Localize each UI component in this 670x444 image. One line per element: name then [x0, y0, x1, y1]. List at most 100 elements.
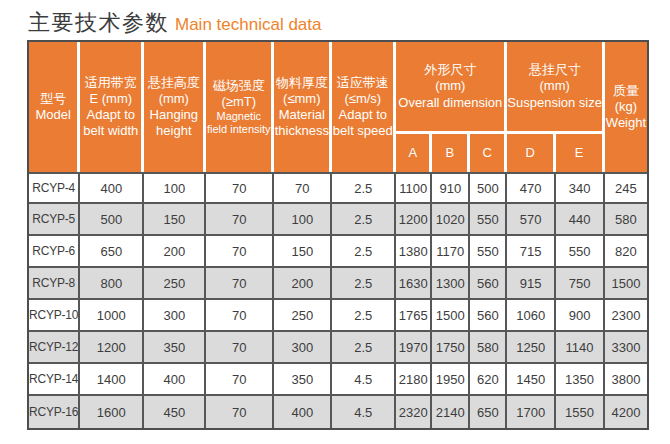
cell-D: 1060: [507, 300, 556, 332]
col-header-belt-width-unit: E (mm): [80, 91, 141, 107]
cell-magnetic: 70: [206, 204, 274, 236]
cell-speed: 2.5: [332, 300, 396, 332]
cell-B: 2140: [432, 396, 470, 428]
cell-D: 715: [507, 236, 556, 268]
page-title: 主要技术参数 Main technical data: [28, 8, 321, 38]
col-header-thickness: 物料厚度 (≤mm) Material thickness: [274, 42, 332, 172]
col-header-magnetic-zh: 磁场强度: [206, 78, 271, 94]
cell-D: 570: [507, 204, 556, 236]
cell-weight: 3800: [605, 364, 647, 396]
col-header-D: D: [507, 134, 556, 172]
cell-thickness: 100: [274, 204, 332, 236]
cell-model: RCYP-8: [29, 268, 80, 300]
cell-C: 550: [470, 204, 507, 236]
col-header-B: B: [432, 134, 470, 172]
cell-C: 650: [470, 396, 507, 428]
table-row: RCYP-14 1400 400 70 350 4.5 2180 1950 62…: [29, 364, 647, 396]
cell-B: 910: [432, 172, 470, 204]
cell-weight: 2300: [605, 300, 647, 332]
cell-E: 1350: [556, 364, 605, 396]
col-group-suspension-size: 悬挂尺寸 (mm) Suspension size: [507, 42, 605, 134]
cell-D: 1450: [507, 364, 556, 396]
cell-magnetic: 70: [206, 172, 274, 204]
col-header-model-en: Model: [29, 107, 77, 123]
col-header-E: E: [556, 134, 605, 172]
cell-belt-width: 1600: [80, 396, 144, 428]
table-row: RCYP-12 1200 350 70 300 2.5 1970 1750 58…: [29, 332, 647, 364]
cell-model: RCYP-10: [29, 300, 80, 332]
cell-magnetic: 70: [206, 396, 274, 428]
col-header-thickness-en: Material thickness: [274, 107, 329, 140]
cell-speed: 2.5: [332, 236, 396, 268]
cell-magnetic: 70: [206, 236, 274, 268]
cell-hanging-height: 400: [144, 364, 206, 396]
cell-thickness: 400: [274, 396, 332, 428]
table-row: RCYP-8 800 250 70 200 2.5 1630 1300 560 …: [29, 268, 647, 300]
col-group-overall-unit: (mm): [396, 78, 504, 94]
col-header-magnetic-unit: (≥mT): [206, 94, 271, 110]
cell-hanging-height: 100: [144, 172, 206, 204]
cell-E: 550: [556, 236, 605, 268]
cell-thickness: 350: [274, 364, 332, 396]
cell-model: RCYP-4: [29, 172, 80, 204]
table-row: RCYP-16 1600 450 70 400 4.5 2320 2140 65…: [29, 396, 647, 428]
cell-belt-width: 1000: [80, 300, 144, 332]
col-header-thickness-zh: 物料厚度: [274, 75, 329, 91]
col-header-hanging-height-unit: (mm): [144, 91, 203, 107]
cell-belt-width: 1400: [80, 364, 144, 396]
col-header-thickness-unit: (≤mm): [274, 91, 329, 107]
cell-thickness: 300: [274, 332, 332, 364]
cell-hanging-height: 150: [144, 204, 206, 236]
cell-model: RCYP-5: [29, 204, 80, 236]
col-header-C: C: [470, 134, 507, 172]
cell-B: 1300: [432, 268, 470, 300]
cell-model: RCYP-6: [29, 236, 80, 268]
col-header-weight-en: Weight: [605, 115, 647, 131]
cell-D: 1250: [507, 332, 556, 364]
col-header-magnetic: 磁场强度 (≥mT) Magnetic field intensity: [206, 42, 274, 172]
cell-weight: 245: [605, 172, 647, 204]
cell-weight: 1500: [605, 268, 647, 300]
col-header-model: 型号 Model: [29, 42, 80, 172]
cell-magnetic: 70: [206, 332, 274, 364]
cell-C: 620: [470, 364, 507, 396]
cell-hanging-height: 200: [144, 236, 206, 268]
cell-A: 1380: [396, 236, 432, 268]
col-header-A: A: [396, 134, 432, 172]
col-header-speed-zh: 适应带速: [332, 75, 393, 91]
cell-B: 1170: [432, 236, 470, 268]
cell-belt-width: 650: [80, 236, 144, 268]
cell-belt-width: 500: [80, 204, 144, 236]
cell-E: 1550: [556, 396, 605, 428]
cell-B: 1500: [432, 300, 470, 332]
cell-C: 560: [470, 268, 507, 300]
page-title-en: Main technical data: [175, 15, 321, 34]
cell-E: 1140: [556, 332, 605, 364]
cell-model: RCYP-12: [29, 332, 80, 364]
cell-A: 2320: [396, 396, 432, 428]
cell-C: 560: [470, 300, 507, 332]
cell-magnetic: 70: [206, 268, 274, 300]
cell-hanging-height: 250: [144, 268, 206, 300]
cell-hanging-height: 450: [144, 396, 206, 428]
cell-A: 1765: [396, 300, 432, 332]
page-title-zh: 主要技术参数: [28, 10, 169, 35]
cell-E: 750: [556, 268, 605, 300]
cell-A: 1630: [396, 268, 432, 300]
cell-E: 340: [556, 172, 605, 204]
cell-speed: 2.5: [332, 204, 396, 236]
cell-belt-width: 800: [80, 268, 144, 300]
cell-D: 470: [507, 172, 556, 204]
col-header-weight-zh: 质量: [605, 83, 647, 99]
cell-thickness: 250: [274, 300, 332, 332]
col-header-hanging-height-zh: 悬挂高度: [144, 75, 203, 91]
cell-C: 580: [470, 332, 507, 364]
cell-E: 440: [556, 204, 605, 236]
cell-model: RCYP-16: [29, 396, 80, 428]
col-header-weight: 质量 (kg) Weight: [605, 42, 647, 172]
cell-speed: 4.5: [332, 364, 396, 396]
col-header-belt-width-zh: 适用带宽: [80, 75, 141, 91]
cell-A: 2180: [396, 364, 432, 396]
cell-E: 900: [556, 300, 605, 332]
cell-thickness: 70: [274, 172, 332, 204]
